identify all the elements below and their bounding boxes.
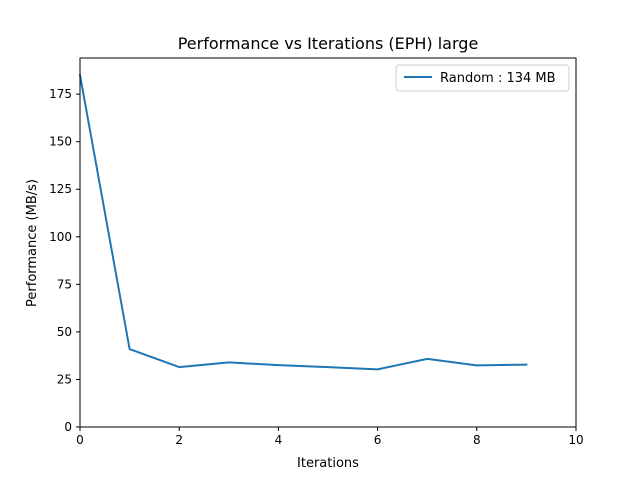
x-tick-label: 0: [76, 433, 84, 447]
plot-frame: [79, 57, 577, 428]
legend-box: [395, 64, 570, 92]
y-tick-label: 150: [49, 135, 72, 149]
y-tick-label: 75: [57, 277, 72, 291]
y-tick-label: 25: [57, 372, 72, 386]
legend-series-label: Random : 134 MB: [440, 71, 556, 86]
y-tick-label: 175: [49, 87, 72, 101]
x-tick-label: 2: [175, 433, 183, 447]
chart-title: Performance vs Iterations (EPH) large: [178, 34, 479, 53]
x-tick-label: 10: [568, 433, 583, 447]
series-layer: [78, 73, 528, 371]
y-tick-label: 0: [64, 420, 72, 434]
x-tick-label: 8: [473, 433, 481, 447]
plot-area: [80, 58, 576, 427]
y-axis-ticks: 0 25 50 75 100 125 150 175: [49, 87, 80, 434]
x-axis-label: Iterations: [297, 456, 359, 471]
x-tick-label: 6: [374, 433, 382, 447]
legend: Random : 134 MB: [395, 64, 570, 92]
series-line: [78, 73, 528, 371]
y-axis-label: Performance (MB/s): [25, 179, 40, 307]
x-tick-label: 4: [275, 433, 283, 447]
x-axis-ticks: 0 2 4 6 8 10: [76, 427, 584, 447]
y-tick-label: 100: [49, 230, 72, 244]
y-tick-label: 125: [49, 182, 72, 196]
y-tick-label: 50: [57, 325, 72, 339]
